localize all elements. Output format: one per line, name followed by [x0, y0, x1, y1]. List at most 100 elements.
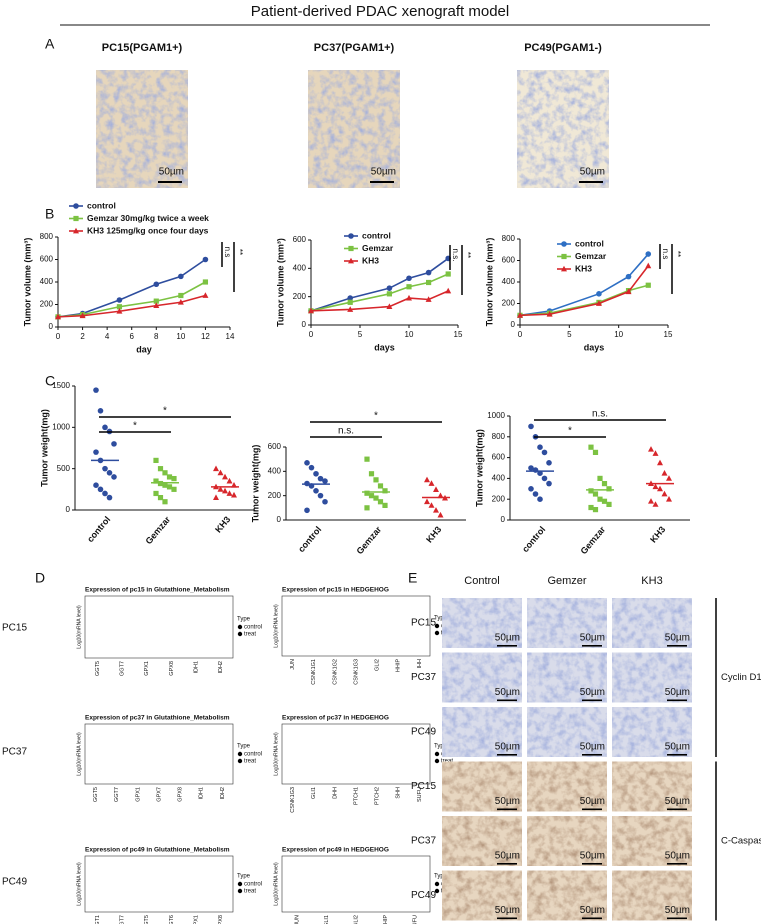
legend-title: Type — [434, 744, 448, 750]
scale-bar — [667, 754, 687, 756]
row-label: PC49 — [411, 890, 436, 901]
point — [322, 478, 328, 484]
y-tick-label: 600 — [40, 255, 54, 264]
significance-label: * — [163, 406, 167, 417]
y-tick-label: 800 — [492, 432, 506, 441]
scale-bar — [497, 699, 517, 702]
gene-label: GGT6 — [169, 915, 175, 924]
plot-title: Expression of pc49 in HEDGEHOG — [282, 847, 389, 854]
y-tick-label: 600 — [293, 235, 307, 244]
scale-label: 50µm — [580, 796, 605, 807]
point — [437, 511, 444, 518]
plot-title: Expression of pc37 in Glutathione_Metabo… — [85, 715, 230, 722]
significance-label: ** — [463, 252, 472, 258]
panel-label: B — [45, 206, 54, 222]
point — [153, 281, 160, 288]
point — [322, 498, 328, 505]
point — [373, 495, 379, 501]
scale-bar — [582, 863, 602, 865]
point — [308, 307, 314, 314]
gene-label: GPX1 — [135, 787, 141, 802]
point — [588, 488, 594, 494]
point — [606, 486, 612, 492]
gene-label: GLI2 — [375, 659, 381, 671]
x-axis-label: days — [374, 342, 395, 352]
gene-label: PTCH2 — [375, 787, 381, 805]
legend-title: Type — [434, 874, 448, 880]
legend-label: KH3 — [362, 255, 379, 265]
scale-label: 50µm — [665, 905, 690, 916]
point — [162, 470, 168, 476]
y-axis-label: Tumor weight(mg) — [250, 445, 260, 523]
image-header: PC37(PGAM1+) — [314, 42, 395, 54]
point — [347, 306, 354, 312]
point — [222, 473, 228, 480]
point — [645, 282, 651, 288]
column-header: Gemzer — [547, 575, 586, 587]
y-axis-label: Log10(mRNA level) — [273, 732, 279, 776]
point — [425, 269, 432, 276]
row-label: PC37 — [411, 672, 436, 683]
point — [364, 456, 370, 462]
micrograph-texture — [527, 870, 607, 921]
point — [153, 490, 159, 497]
x-tick-label: KH3 — [424, 524, 443, 544]
y-tick-label: 500 — [57, 464, 71, 473]
legend-title: Type — [237, 744, 251, 750]
gene-label: GPX1 — [193, 915, 199, 924]
point — [541, 449, 548, 456]
legend-label: control — [87, 200, 116, 210]
gene-label: JUN — [290, 659, 296, 670]
legend-marker — [237, 758, 243, 764]
scale-bar — [579, 181, 603, 183]
series-line — [57, 258, 206, 318]
series-line — [310, 257, 449, 312]
scale-bar — [667, 863, 687, 865]
point — [79, 312, 86, 319]
point — [217, 486, 224, 492]
gene-label: GPX7 — [156, 787, 162, 802]
series-line — [57, 281, 206, 318]
scale-label: 50µm — [495, 742, 520, 753]
legend-marker — [434, 758, 440, 764]
point — [171, 486, 177, 492]
gene-label: CSNK1G3 — [353, 659, 359, 685]
legend-marker — [434, 881, 440, 887]
point — [347, 299, 353, 305]
gene-label: IHH — [417, 659, 423, 669]
gene-label: GPX1 — [144, 661, 150, 676]
point — [428, 480, 435, 486]
legend-label: control — [244, 882, 262, 888]
gene-label: HHIP — [396, 659, 402, 672]
y-tick-label: 400 — [268, 466, 282, 475]
scale-bar — [667, 808, 687, 811]
point — [213, 465, 219, 472]
y-tick-label: 200 — [268, 491, 282, 500]
legend-marker — [434, 623, 440, 629]
row-label: PC49 — [2, 877, 27, 888]
point — [55, 313, 61, 320]
point — [606, 501, 612, 507]
micrograph-texture — [612, 761, 692, 812]
gene-label: PTCH1 — [353, 787, 359, 805]
legend-label: treat — [244, 759, 256, 765]
gene-label: SHH — [396, 787, 402, 799]
y-tick-label: 1000 — [52, 422, 70, 431]
point — [97, 408, 104, 414]
legend-label: Gemzar — [575, 251, 607, 261]
scale-label: 50µm — [580, 687, 605, 698]
x-tick-label: 5 — [358, 330, 363, 339]
scale-bar — [582, 645, 602, 647]
y-axis-label: Tumor weight(mg) — [474, 429, 484, 507]
x-tick-label: 10 — [614, 330, 623, 339]
legend-title: Type — [434, 616, 448, 622]
scale-bar — [667, 699, 687, 702]
point — [157, 495, 164, 501]
y-tick-label: 400 — [502, 277, 516, 286]
point — [433, 507, 439, 513]
point — [153, 298, 159, 304]
y-tick-label: 200 — [502, 299, 516, 308]
point — [588, 504, 594, 511]
point — [546, 480, 552, 487]
scale-bar — [582, 808, 602, 811]
